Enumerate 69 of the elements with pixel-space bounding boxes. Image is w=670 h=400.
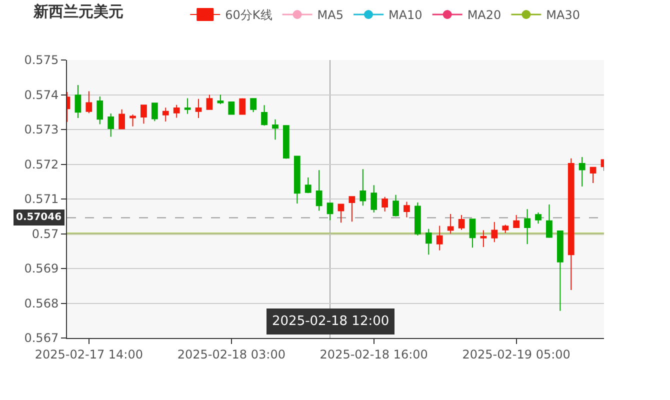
candlestick [316, 170, 322, 212]
candlestick [425, 228, 432, 256]
candlestick [524, 208, 530, 245]
candlestick [261, 104, 268, 126]
y-tick-label: 0.575 [24, 53, 59, 68]
candlestick [360, 168, 366, 206]
y-tick-label: 0.567 [24, 331, 59, 346]
candlestick [206, 94, 213, 110]
candlestick [96, 96, 104, 125]
candlestick [404, 201, 410, 218]
legend-label: MA20 [467, 8, 502, 22]
candlestick [502, 224, 509, 234]
x-tick-label: 2025-02-17 14:00 [34, 347, 143, 362]
candlestick [283, 125, 290, 160]
y-tick-label: 0.57 [32, 226, 59, 241]
y-tick-label: 0.572 [24, 157, 59, 172]
candlestick [250, 98, 256, 113]
candlestick [469, 218, 476, 248]
candlestick [228, 102, 235, 115]
candlestick [294, 156, 300, 204]
candlestick [130, 114, 136, 127]
candlestick [86, 90, 92, 114]
candlestick [480, 230, 487, 248]
candlestick [546, 204, 552, 238]
candlestick [195, 98, 202, 119]
candlestick [458, 214, 465, 230]
candlestick [304, 176, 312, 194]
candlestick [239, 98, 246, 115]
candlestick [326, 202, 334, 221]
legend-label: MA10 [388, 8, 422, 22]
legend-label: 60分K线 [225, 8, 272, 22]
x-tick-label: 2025-02-19 05:00 [462, 347, 570, 362]
candlestick [217, 94, 224, 105]
candlestick [74, 84, 82, 119]
y-tick-label: 0.573 [24, 122, 59, 137]
x-tick-label: 2025-02-18 16:00 [320, 347, 428, 362]
candlestick [556, 230, 564, 312]
ref-line-label: 0.57046 [16, 212, 62, 223]
legend-label: MA5 [317, 8, 344, 22]
candlestick [162, 107, 169, 122]
candlestick [414, 202, 421, 236]
candlestick [513, 214, 520, 228]
candlestick [578, 156, 586, 187]
candlestick [568, 158, 574, 291]
candlestick [338, 204, 344, 224]
candlestick [173, 104, 180, 118]
x-tick-label: 2025-02-18 03:00 [177, 347, 286, 362]
candlestick [348, 196, 356, 222]
y-tick-label: 0.571 [24, 192, 59, 206]
candlestick [140, 104, 147, 124]
candlestick [184, 98, 191, 114]
candlestick [151, 102, 158, 122]
candlestick [535, 212, 542, 224]
y-tick-label: 0.569 [24, 262, 59, 276]
candlestick [447, 213, 454, 234]
candlestick [370, 184, 378, 214]
candlestick [118, 108, 125, 130]
candlestick [382, 196, 388, 212]
candlestick [272, 118, 278, 140]
legend-label: MA30 [546, 8, 580, 22]
candlestick [590, 166, 596, 184]
candlestick [491, 221, 498, 243]
y-tick-label: 0.568 [24, 296, 59, 310]
chart-title: 新西兰元美元 [32, 2, 124, 20]
candlestick [108, 113, 114, 138]
candlestick [436, 225, 443, 251]
candlestick [392, 194, 399, 217]
ref-line-label: 2025-02-18 12:00 [272, 314, 390, 329]
y-tick-label: 0.574 [24, 88, 59, 102]
